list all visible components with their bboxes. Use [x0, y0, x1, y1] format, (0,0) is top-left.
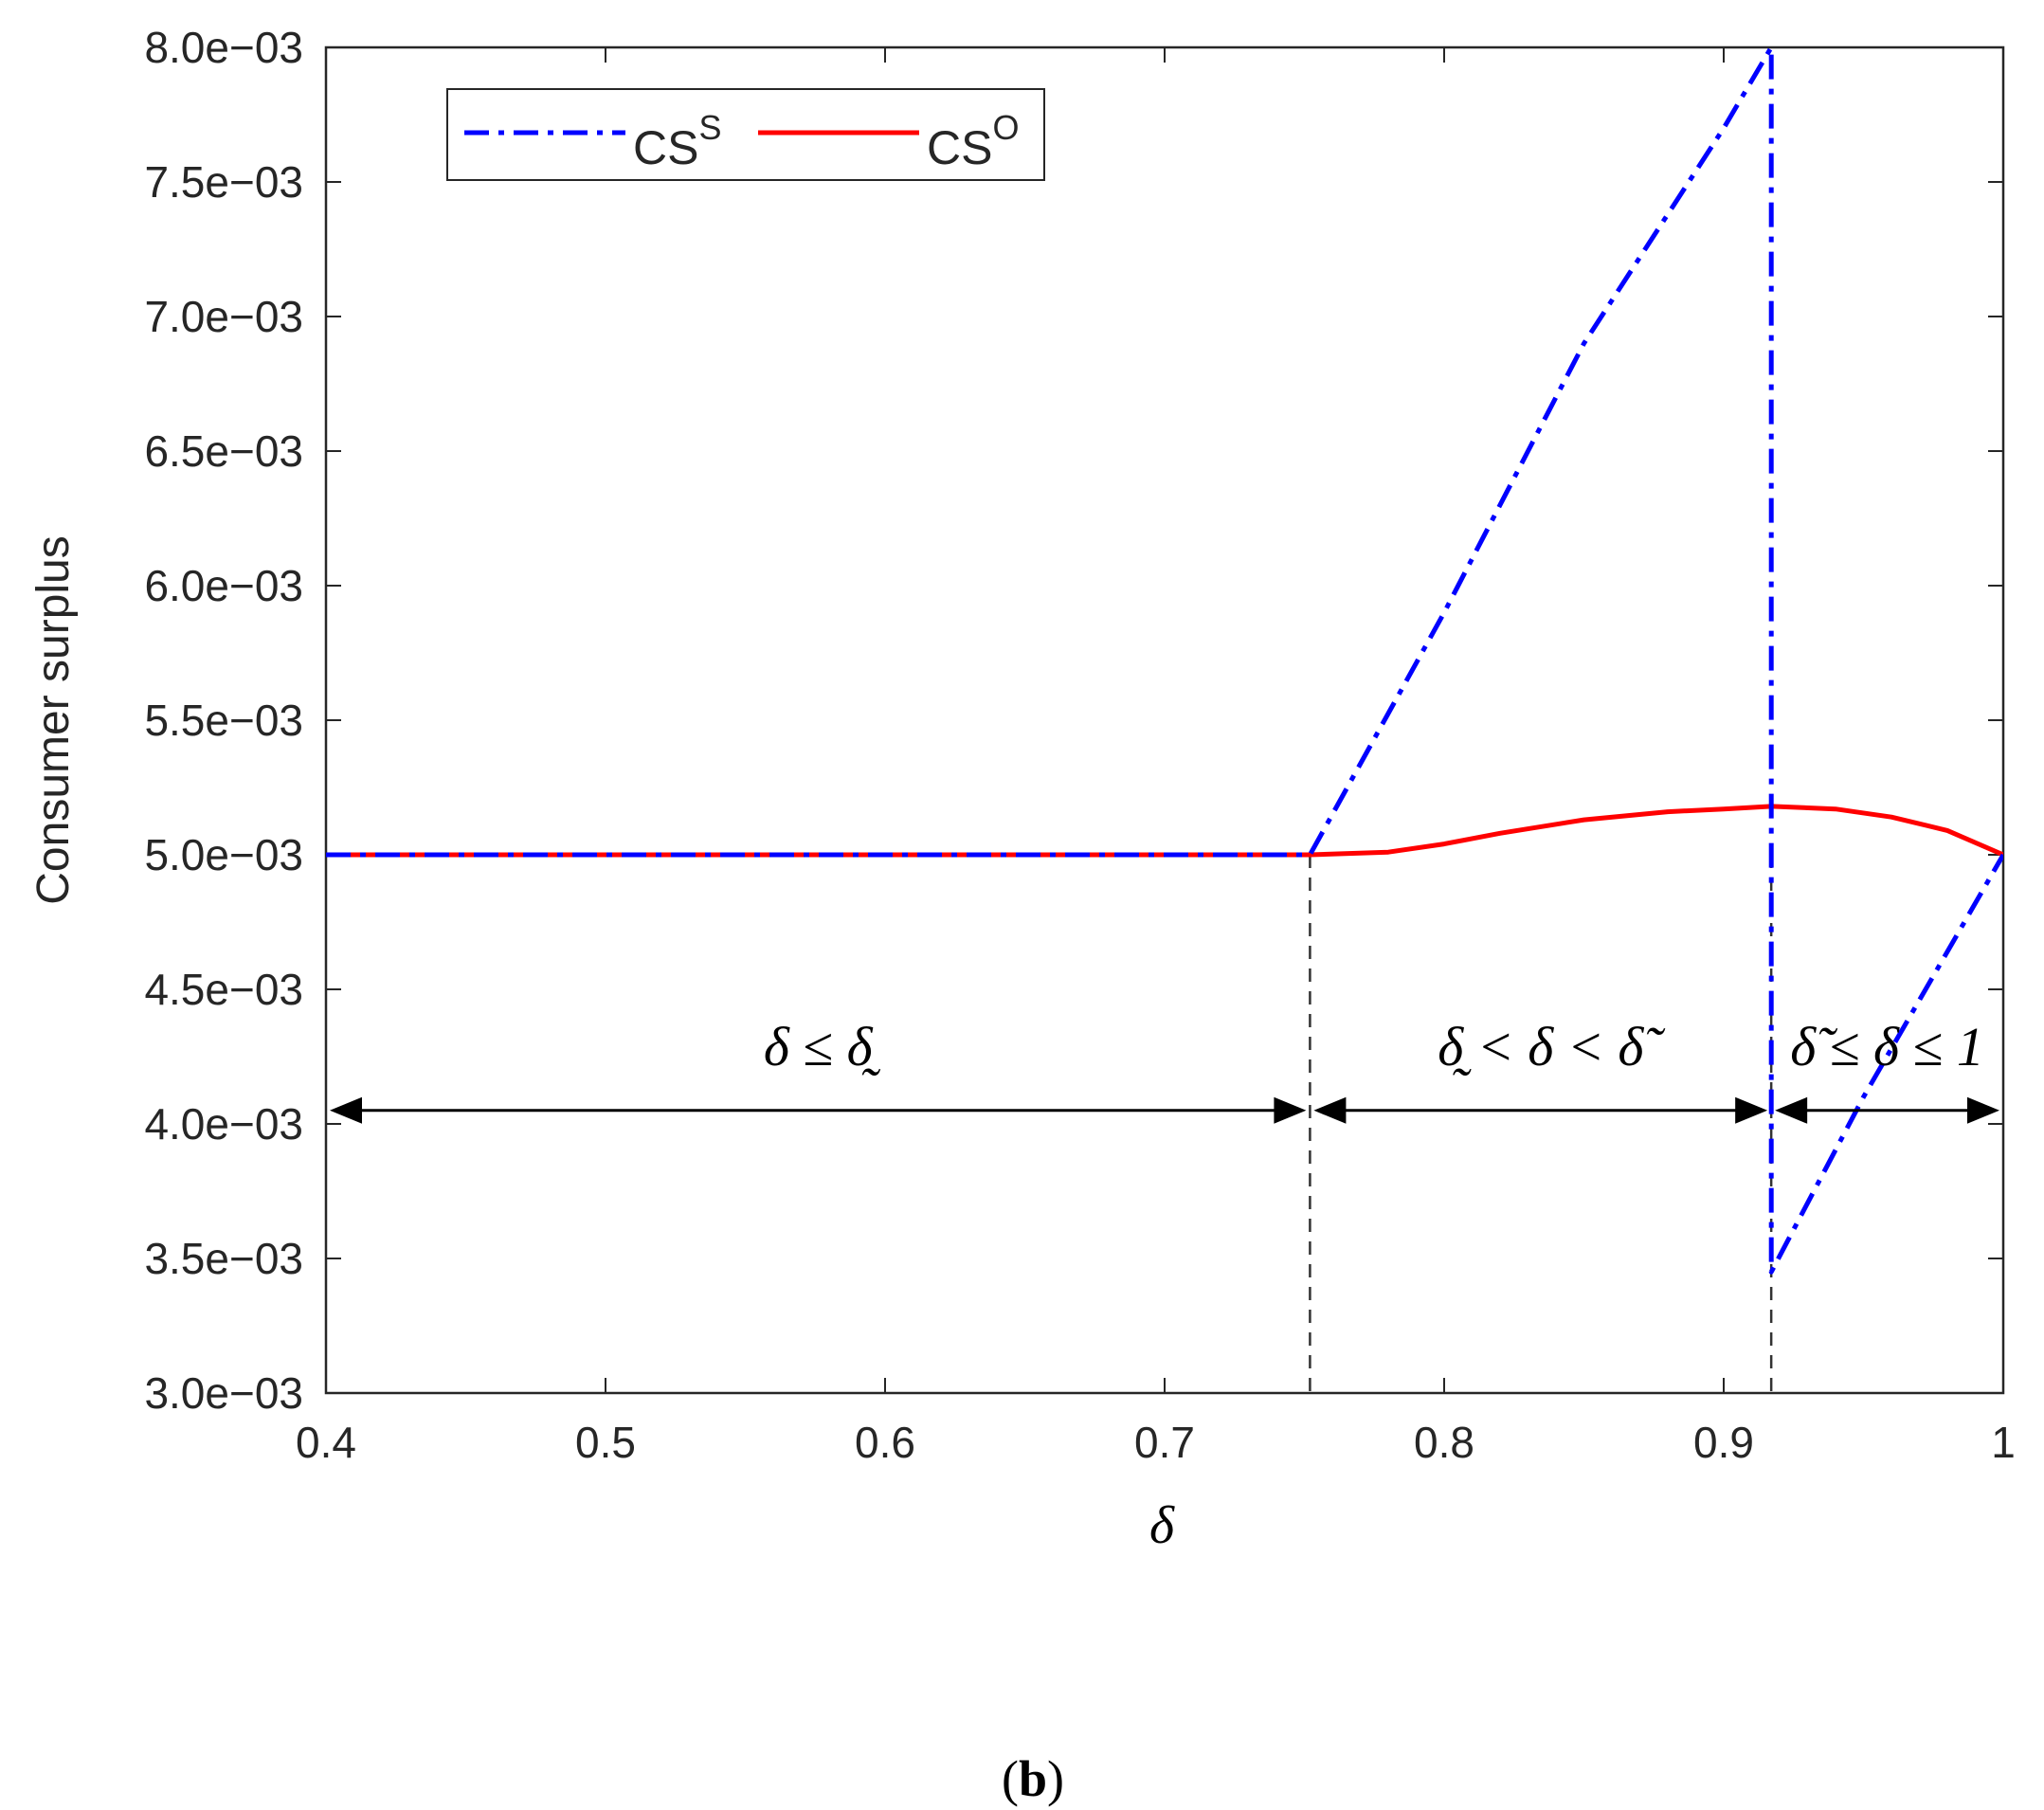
y-tick-label: 7.5e−03 [144, 157, 303, 207]
axis-ticks: 0.4 0.5 0.6 0.7 0.8 0.9 1 3.0e−03 3.5e−03 4.0e−03… [144, 23, 2015, 1467]
x-tick-label: 0.9 [1693, 1418, 1754, 1467]
x-tick-label: 0.8 [1414, 1418, 1474, 1467]
y-tick-label: 3.0e−03 [144, 1368, 303, 1418]
region-arrowhead [1775, 1096, 1808, 1124]
y-tick-label: 4.5e−03 [144, 965, 303, 1014]
region-arrowhead [1313, 1096, 1347, 1124]
y-tick-label: 5.0e−03 [144, 830, 303, 879]
x-tick-label: 0.6 [855, 1418, 915, 1467]
panel-caption: (b) [1002, 1750, 1064, 1807]
y-tick-label: 4.0e−03 [144, 1099, 303, 1149]
y-tick-label: 3.5e−03 [144, 1234, 303, 1283]
legend-box [446, 88, 1045, 181]
legend: CSS CSO [446, 88, 1045, 181]
y-tick-label: 5.5e−03 [144, 696, 303, 745]
region-label: δ ≤ δ̰ [764, 1016, 881, 1077]
x-tick-label: 1 [1991, 1418, 2016, 1467]
region-arrowhead [1735, 1096, 1768, 1124]
y-tick-label: 6.5e−03 [144, 426, 303, 476]
x-tick-label: 0.7 [1134, 1418, 1195, 1467]
region-label: δ̰ < δ < δ̃ [1438, 1016, 1665, 1077]
plot-area-frame [324, 45, 2005, 1395]
series-lines [326, 47, 2003, 1275]
region-arrowhead [1967, 1096, 1999, 1124]
region-label: δ̃ ≤ δ ≤ 1 [1790, 1016, 1984, 1077]
y-tick-label: 7.0e−03 [144, 292, 303, 341]
region-arrowhead [1274, 1096, 1307, 1124]
x-axis-title: δ [1149, 1496, 1175, 1555]
series-line-cs-s [326, 47, 2003, 1275]
region-annotations: δ ≤ δ̰ δ̰ < δ < δ̃ δ̃ ≤ δ ≤ 1 [330, 1016, 1999, 1124]
x-tick-label: 0.4 [296, 1418, 356, 1467]
y-axis-title: Consumer surplus [28, 535, 79, 904]
y-tick-label: 8.0e−03 [144, 23, 303, 72]
legend-label-cs-o: CSO [927, 108, 1019, 174]
legend-label-cs-s: CSS [633, 108, 721, 174]
region-arrowhead [330, 1096, 362, 1124]
x-tick-label: 0.5 [575, 1418, 636, 1467]
y-tick-label: 6.0e−03 [144, 561, 303, 610]
